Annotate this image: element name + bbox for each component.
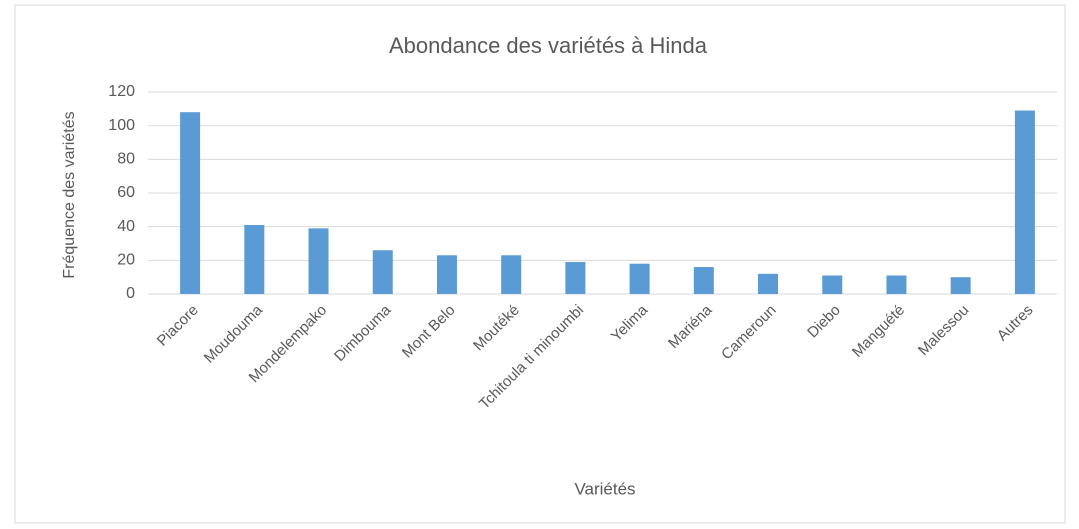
bar [886, 275, 907, 294]
x-tick-label: Mont Belo [399, 302, 459, 362]
y-tick-label: 0 [126, 285, 135, 302]
y-tick-label: 60 [117, 184, 135, 201]
y-tick-label: 120 [108, 83, 135, 100]
x-tick-label: Tchitoula ti minoumbi [476, 302, 587, 413]
x-tick-label: Yelima [608, 301, 652, 345]
bar [565, 262, 586, 294]
chart-border [14, 4, 1066, 524]
x-tick-label: Moutéké [470, 302, 523, 355]
bar [758, 273, 779, 294]
x-axis-title: Variétés [574, 479, 635, 498]
x-tick-label: Dimbouma [331, 301, 395, 365]
x-tick-label: Piacore [154, 302, 202, 350]
chart-title: Abondance des variétés à Hinda [389, 33, 708, 58]
x-tick-label: Malessou [915, 302, 972, 359]
x-tick-label: Autres [994, 302, 1037, 345]
bar [180, 112, 201, 294]
y-tick-label: 20 [117, 252, 135, 269]
x-tick-label: Cameroun [718, 302, 780, 364]
y-tick-label: 40 [117, 218, 135, 235]
x-tick-label: Manguété [849, 302, 908, 361]
bar [501, 255, 522, 294]
bar [693, 267, 714, 294]
y-tick-label: 100 [108, 117, 135, 134]
bar [950, 277, 971, 294]
bar [244, 224, 265, 294]
x-tick-label: Mariéna [665, 301, 716, 352]
x-tick-label: Diebo [804, 302, 844, 342]
x-tick-label: Moudouma [201, 301, 267, 367]
y-tick-label: 80 [117, 151, 135, 168]
bar [372, 250, 393, 294]
bar [308, 228, 329, 294]
y-axis-title: Fréquence des variétés [61, 111, 78, 278]
bar [822, 275, 843, 294]
bar [436, 255, 457, 294]
bar [1014, 110, 1035, 295]
bar [629, 263, 650, 294]
